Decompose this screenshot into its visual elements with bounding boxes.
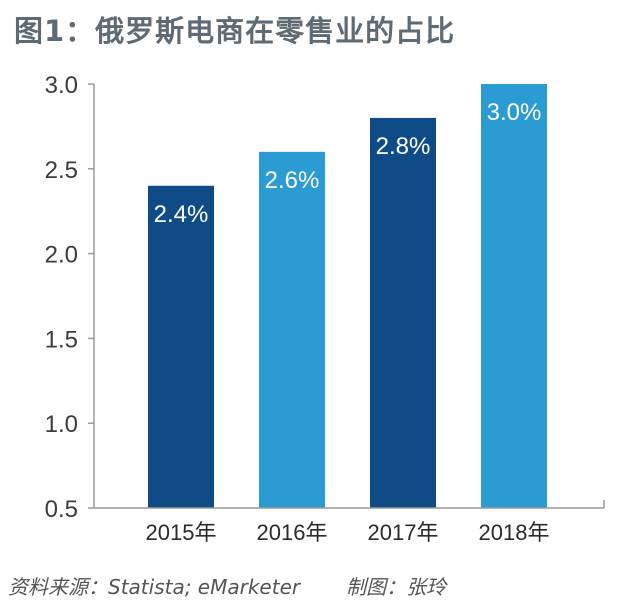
bar-value-label: 3.0% (487, 99, 542, 126)
source-note: 资料来源：Statista; eMarketer 制图：张玲 (8, 571, 446, 600)
source-text: 资料来源：Statista; eMarketer (8, 575, 301, 599)
bar-value-label: 2.6% (265, 167, 320, 194)
bar-chart: 2.4% 2.6% 2.8% 3.0% 0.5 1.0 1.5 2.0 2.5 3.0 2015… (45, 72, 605, 545)
y-tick-label: 3.0 (45, 72, 78, 99)
bar-labels-group: 2.4% 2.6% 2.8% 3.0% (154, 99, 542, 228)
y-axis: 0.5 1.0 1.5 2.0 2.5 3.0 (45, 72, 95, 523)
bar (370, 117, 436, 509)
x-category-label: 2018年 (479, 520, 550, 545)
chart-title: 图1：俄罗斯电商在零售业的占比 (14, 14, 456, 48)
y-tick-label: 2.0 (45, 242, 78, 269)
bar (481, 84, 547, 508)
y-tick-label: 0.5 (45, 496, 78, 523)
bar (259, 151, 325, 508)
x-category-label: 2015年 (146, 520, 217, 545)
bar-value-label: 2.8% (376, 133, 431, 160)
bar-value-label: 2.4% (154, 201, 209, 228)
x-category-label: 2016年 (257, 520, 328, 545)
y-tick-label: 1.5 (45, 326, 78, 353)
x-axis: 2015年 2016年 2017年 2018年 (94, 500, 605, 545)
author-text: 制图：张玲 (346, 575, 447, 599)
y-tick-label: 2.5 (45, 157, 78, 184)
x-category-label: 2017年 (368, 520, 439, 545)
bars-group (148, 84, 547, 509)
bar (148, 185, 214, 508)
y-tick-label: 1.0 (45, 411, 78, 438)
